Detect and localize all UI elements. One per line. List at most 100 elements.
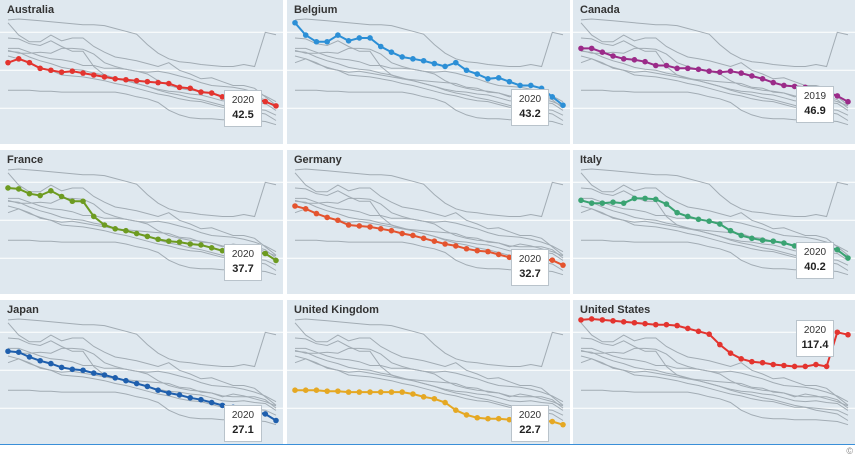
data-point[interactable] bbox=[802, 363, 809, 370]
data-point[interactable] bbox=[208, 90, 215, 96]
data-point[interactable] bbox=[727, 227, 734, 234]
data-point[interactable] bbox=[356, 389, 363, 395]
data-point[interactable] bbox=[706, 218, 712, 224]
data-point[interactable] bbox=[610, 53, 616, 59]
data-point[interactable] bbox=[695, 328, 702, 335]
data-point[interactable] bbox=[101, 222, 108, 228]
data-point[interactable] bbox=[845, 255, 851, 261]
data-point[interactable] bbox=[155, 387, 161, 393]
data-point[interactable] bbox=[717, 341, 723, 348]
data-point[interactable] bbox=[90, 72, 97, 78]
data-point[interactable] bbox=[356, 35, 363, 41]
data-point[interactable] bbox=[335, 217, 341, 224]
data-point[interactable] bbox=[453, 59, 459, 66]
data-point[interactable] bbox=[652, 196, 659, 203]
data-point[interactable] bbox=[620, 200, 627, 206]
data-point[interactable] bbox=[187, 395, 194, 401]
data-point[interactable] bbox=[198, 89, 204, 95]
data-point[interactable] bbox=[144, 78, 151, 85]
data-point[interactable] bbox=[738, 70, 744, 76]
data-point[interactable] bbox=[5, 348, 11, 355]
data-point[interactable] bbox=[15, 186, 22, 192]
info-icon[interactable]: © bbox=[846, 446, 853, 456]
data-point[interactable] bbox=[123, 377, 129, 384]
data-point[interactable] bbox=[219, 94, 226, 100]
data-point[interactable] bbox=[674, 322, 680, 329]
data-point[interactable] bbox=[198, 396, 204, 403]
data-point[interactable] bbox=[506, 78, 513, 85]
data-point[interactable] bbox=[599, 49, 606, 55]
data-point[interactable] bbox=[292, 19, 298, 26]
data-point[interactable] bbox=[485, 415, 491, 422]
data-point[interactable] bbox=[759, 76, 766, 82]
data-point[interactable] bbox=[485, 76, 491, 82]
data-point[interactable] bbox=[302, 206, 309, 212]
data-point[interactable] bbox=[749, 358, 755, 365]
data-point[interactable] bbox=[610, 199, 616, 205]
data-point[interactable] bbox=[155, 236, 161, 243]
data-point[interactable] bbox=[463, 412, 470, 418]
data-point[interactable] bbox=[356, 223, 363, 229]
data-point[interactable] bbox=[781, 82, 787, 89]
data-point[interactable] bbox=[685, 65, 691, 72]
data-point[interactable] bbox=[610, 318, 616, 324]
data-point[interactable] bbox=[367, 389, 373, 395]
data-point[interactable] bbox=[560, 102, 566, 109]
data-point[interactable] bbox=[345, 389, 352, 395]
data-point[interactable] bbox=[759, 237, 766, 243]
data-point[interactable] bbox=[133, 77, 140, 84]
data-point[interactable] bbox=[695, 216, 702, 223]
data-point[interactable] bbox=[90, 213, 97, 220]
data-point[interactable] bbox=[620, 319, 627, 325]
data-point[interactable] bbox=[727, 350, 734, 356]
data-point[interactable] bbox=[313, 210, 320, 217]
data-point[interactable] bbox=[549, 257, 556, 263]
data-point[interactable] bbox=[631, 319, 638, 326]
data-point[interactable] bbox=[302, 387, 309, 393]
data-point[interactable] bbox=[37, 192, 43, 199]
data-point[interactable] bbox=[652, 321, 659, 328]
data-point[interactable] bbox=[845, 98, 851, 105]
data-point[interactable] bbox=[273, 103, 279, 109]
data-point[interactable] bbox=[706, 68, 712, 74]
data-point[interactable] bbox=[324, 388, 330, 394]
data-point[interactable] bbox=[90, 370, 97, 376]
data-point[interactable] bbox=[495, 251, 502, 258]
data-point[interactable] bbox=[485, 248, 491, 255]
data-point[interactable] bbox=[324, 214, 330, 221]
data-point[interactable] bbox=[420, 394, 427, 400]
data-point[interactable] bbox=[599, 317, 606, 323]
data-point[interactable] bbox=[463, 67, 470, 74]
data-point[interactable] bbox=[5, 59, 11, 66]
data-point[interactable] bbox=[474, 414, 481, 421]
data-point[interactable] bbox=[442, 63, 448, 70]
data-point[interactable] bbox=[474, 247, 481, 254]
data-point[interactable] bbox=[219, 247, 226, 254]
data-point[interactable] bbox=[652, 62, 659, 69]
data-point[interactable] bbox=[410, 391, 416, 397]
data-point[interactable] bbox=[578, 317, 584, 323]
data-point[interactable] bbox=[685, 325, 691, 332]
data-point[interactable] bbox=[367, 224, 373, 230]
data-point[interactable] bbox=[377, 43, 384, 50]
data-point[interactable] bbox=[588, 316, 595, 322]
data-point[interactable] bbox=[101, 372, 108, 378]
data-point[interactable] bbox=[377, 389, 384, 395]
data-point[interactable] bbox=[262, 411, 269, 417]
data-point[interactable] bbox=[26, 59, 33, 66]
data-point[interactable] bbox=[399, 54, 405, 60]
data-point[interactable] bbox=[58, 364, 65, 371]
data-point[interactable] bbox=[834, 329, 841, 336]
data-point[interactable] bbox=[781, 240, 787, 246]
data-point[interactable] bbox=[442, 241, 448, 247]
data-point[interactable] bbox=[273, 257, 279, 264]
data-point[interactable] bbox=[112, 76, 118, 82]
data-point[interactable] bbox=[759, 359, 766, 366]
data-point[interactable] bbox=[463, 245, 470, 252]
data-point[interactable] bbox=[631, 195, 638, 202]
data-point[interactable] bbox=[517, 82, 523, 89]
data-point[interactable] bbox=[112, 226, 118, 232]
data-point[interactable] bbox=[663, 321, 670, 328]
data-point[interactable] bbox=[133, 380, 140, 387]
data-point[interactable] bbox=[749, 235, 755, 242]
